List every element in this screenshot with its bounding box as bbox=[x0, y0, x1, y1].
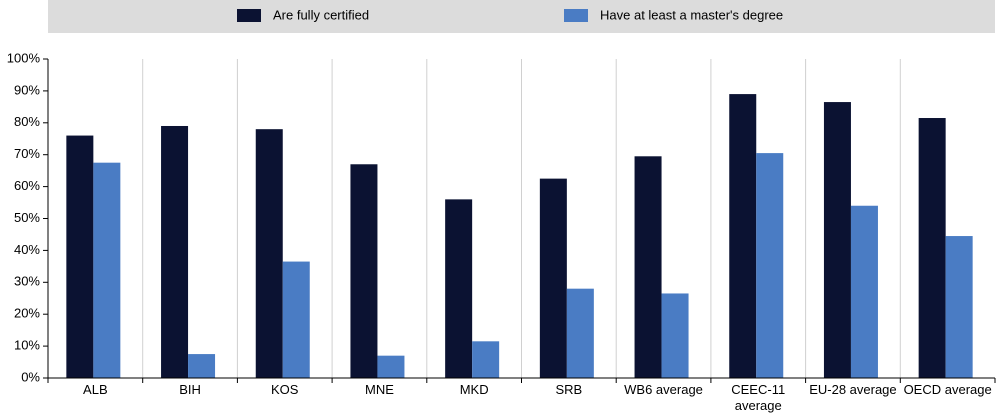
bar bbox=[282, 261, 310, 378]
bar bbox=[350, 164, 378, 378]
legend-swatch bbox=[564, 9, 588, 22]
y-tick-label: 100% bbox=[7, 50, 41, 65]
y-tick-label: 10% bbox=[14, 338, 40, 353]
bar bbox=[918, 118, 946, 378]
bar bbox=[850, 205, 878, 378]
x-tick-label: WB6 average bbox=[624, 382, 703, 397]
legend-swatch bbox=[237, 9, 261, 22]
x-tick-label: EU-28 average bbox=[809, 382, 897, 397]
x-tick-label: SRB bbox=[555, 382, 583, 397]
y-tick-label: 30% bbox=[14, 274, 40, 289]
y-tick-label: 50% bbox=[14, 210, 40, 225]
bar bbox=[377, 355, 405, 378]
y-tick-label: 80% bbox=[14, 114, 40, 129]
bar bbox=[945, 236, 973, 378]
bar bbox=[161, 125, 189, 379]
y-tick-label: 90% bbox=[14, 82, 40, 97]
bar bbox=[93, 162, 121, 378]
x-tick-label: MKD bbox=[459, 382, 489, 397]
y-tick-label: 60% bbox=[14, 178, 40, 193]
bar bbox=[566, 288, 594, 378]
x-tick-label: ALB bbox=[83, 382, 108, 397]
y-tick-label: 0% bbox=[21, 369, 40, 384]
y-tick-label: 20% bbox=[14, 306, 40, 321]
bar bbox=[661, 293, 689, 378]
bar bbox=[255, 129, 283, 378]
legend-label: Are fully certified bbox=[273, 7, 369, 22]
legend-label: Have at least a master's degree bbox=[600, 7, 783, 22]
bar bbox=[66, 135, 94, 378]
x-tick-label: MNE bbox=[364, 382, 394, 397]
x-tick-label: KOS bbox=[271, 382, 299, 397]
y-tick-label: 40% bbox=[14, 242, 40, 257]
bar bbox=[539, 178, 567, 378]
x-tick-label: OECD average bbox=[903, 382, 992, 397]
bar bbox=[729, 94, 757, 378]
bar bbox=[823, 102, 851, 378]
x-tick-label: CEEC-11 average bbox=[731, 382, 786, 413]
bar bbox=[472, 341, 500, 378]
bar bbox=[445, 199, 473, 378]
bar bbox=[756, 153, 784, 378]
x-tick-label: BIH bbox=[179, 382, 201, 397]
legend-box bbox=[48, 0, 995, 33]
bar bbox=[634, 156, 662, 378]
bar bbox=[188, 354, 216, 378]
y-tick-label: 70% bbox=[14, 146, 40, 161]
